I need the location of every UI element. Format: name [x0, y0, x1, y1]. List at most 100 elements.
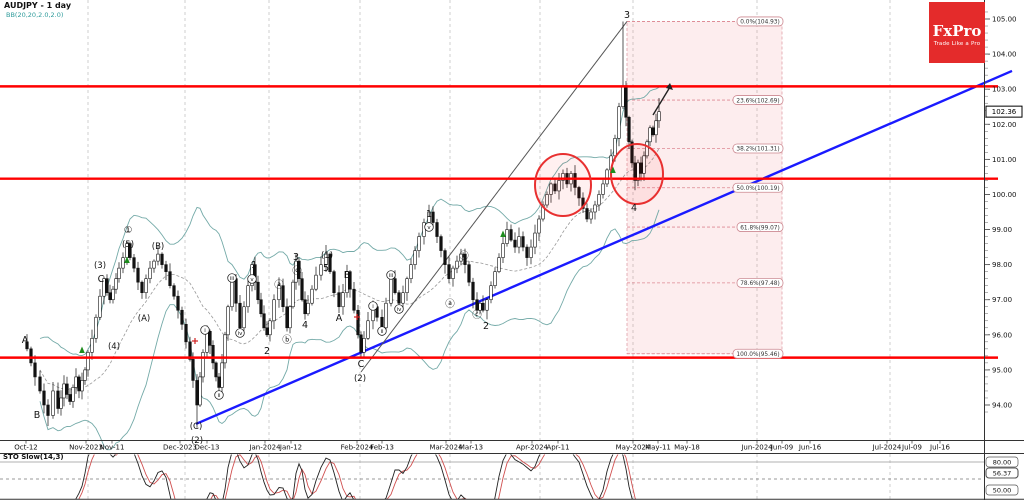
svg-text:3: 3	[293, 252, 299, 263]
svg-text:v: v	[250, 277, 254, 283]
svg-text:A: A	[22, 335, 29, 346]
buy-arrow-icon	[79, 346, 85, 353]
x-axis-label: Dec-13	[195, 444, 220, 452]
x-axis-label: Feb-13	[370, 444, 394, 452]
x-axis-label: Jul-09	[901, 444, 922, 452]
fib-level-label: 78.6%(97.48)	[736, 277, 784, 288]
svg-text:B: B	[344, 270, 351, 281]
x-axis-label: Apr-2024	[516, 444, 549, 452]
svg-text:ⓑ: ⓑ	[459, 251, 469, 262]
svg-text:(4): (4)	[108, 342, 120, 352]
svg-text:ii: ii	[217, 393, 221, 399]
svg-text:94.00: 94.00	[992, 401, 1012, 409]
fxpro-logo: FxPro Trade Like a Pro	[929, 2, 985, 63]
svg-text:(5): (5)	[122, 240, 134, 250]
svg-text:61.8%(99.07): 61.8%(99.07)	[740, 225, 780, 231]
trade-markers	[79, 166, 616, 353]
svg-text:2: 2	[264, 346, 270, 357]
svg-text:0.0%(104.93): 0.0%(104.93)	[740, 20, 780, 26]
svg-text:104.00: 104.00	[992, 51, 1017, 59]
svg-text:(3): (3)	[94, 261, 106, 271]
stochastic-indicator-label: STO Slow(14,3)	[3, 453, 64, 461]
svg-text:ii: ii	[380, 329, 384, 335]
svg-text:38.2%(101.31): 38.2%(101.31)	[736, 147, 779, 153]
x-axis-label: Jan-2024	[248, 444, 281, 452]
svg-text:4: 4	[631, 203, 637, 214]
svg-text:(B): (B)	[152, 242, 164, 252]
svg-text:78.6%(97.48): 78.6%(97.48)	[740, 281, 780, 287]
x-axis-label: Mar-2024	[429, 444, 463, 452]
fib-level-label: 23.6%(102.69)	[732, 95, 784, 105]
svg-text:103.00: 103.00	[992, 86, 1017, 94]
bollinger-indicator-label: BB(20,20,2.0,2.0)	[6, 11, 64, 19]
svg-text:96.00: 96.00	[992, 331, 1012, 339]
svg-text:102.00: 102.00	[992, 121, 1017, 129]
svg-text:99.00: 99.00	[992, 226, 1012, 234]
svg-text:ⓐ: ⓐ	[445, 299, 455, 310]
svg-text:C: C	[358, 359, 365, 370]
svg-text:B: B	[34, 410, 41, 421]
x-axis-label: Jul-2024	[872, 444, 902, 452]
projection-arrow	[652, 83, 673, 116]
svg-text:3: 3	[624, 10, 630, 21]
svg-text:(2): (2)	[354, 374, 366, 384]
svg-text:95.00: 95.00	[992, 366, 1012, 374]
x-axis-label: Jul-16	[929, 444, 950, 452]
svg-text:(C): (C)	[190, 422, 203, 432]
x-axis-label: May-18	[674, 444, 700, 452]
symbol-title: AUDJPY - 1 day	[4, 1, 72, 10]
x-axis-label: Jun-16	[798, 444, 822, 452]
sto-axis-box: 56.37	[985, 467, 1019, 479]
svg-text:ⓒ: ⓒ	[472, 310, 482, 321]
svg-text:98.00: 98.00	[992, 261, 1012, 269]
svg-text:102.36: 102.36	[992, 108, 1017, 116]
sto-axis-box: 50.00	[985, 484, 1019, 496]
svg-text:80.00: 80.00	[993, 458, 1012, 466]
svg-text:100.0%(95.46): 100.0%(95.46)	[736, 352, 779, 358]
svg-text:i: i	[204, 328, 206, 334]
elliott-wave-labels: AB(3)C①(5) (B)(A)(4)iiiiiiivv12ⓐⓑⓒ345(1)A…	[22, 10, 637, 446]
x-axis-label: Oct-12	[14, 444, 38, 452]
buy-arrow-icon	[124, 256, 130, 263]
blue-support-trendline[interactable]	[195, 69, 1013, 426]
stochastic-k-line	[75, 454, 660, 500]
svg-text:56.37: 56.37	[993, 469, 1012, 477]
buy-arrow-icon	[610, 166, 616, 173]
x-axis-label: Apr-11	[546, 444, 569, 452]
svg-text:iv: iv	[397, 307, 403, 313]
buy-arrow-icon	[500, 230, 506, 237]
stochastic-panel[interactable]	[0, 446, 984, 500]
svg-text:(A): (A)	[138, 314, 150, 324]
svg-text:i: i	[372, 304, 374, 310]
svg-text:50.00: 50.00	[993, 486, 1012, 494]
fxpro-brand-text: FxPro	[932, 22, 982, 40]
svg-text:iii: iii	[389, 273, 394, 279]
svg-text:1: 1	[426, 209, 432, 220]
svg-text:1: 1	[251, 260, 257, 271]
x-axis-label: Mar-13	[459, 444, 483, 452]
support-resistance-lines[interactable]	[0, 85, 998, 359]
x-axis-label: Feb-2024	[341, 444, 374, 452]
x-axis-label: Jan-12	[279, 444, 302, 452]
svg-text:2: 2	[483, 321, 489, 332]
current-price-box: 102.36	[985, 105, 1023, 118]
x-axis-label: May-11	[645, 444, 671, 452]
fib-level-label: 38.2%(101.31)	[732, 143, 784, 154]
stochastic-d-line	[77, 454, 637, 500]
svg-text:iv: iv	[238, 331, 244, 337]
highlight-ellipse-1	[534, 153, 592, 217]
candlesticks	[25, 21, 661, 428]
svg-text:105.00: 105.00	[992, 16, 1017, 24]
x-axis-label: Jun-2024	[740, 444, 773, 452]
svg-text:C: C	[98, 274, 105, 285]
fib-level-label: 61.8%(99.07)	[736, 222, 784, 232]
fib-level-label: 50.0%(100.19)	[732, 182, 784, 193]
svg-text:101.00: 101.00	[992, 156, 1017, 164]
gray-impulse-trendline[interactable]	[360, 21, 628, 373]
fxpro-tagline: Trade Like a Pro	[933, 41, 981, 47]
bollinger-bands	[39, 86, 660, 451]
highlight-ellipse-2	[610, 143, 664, 205]
